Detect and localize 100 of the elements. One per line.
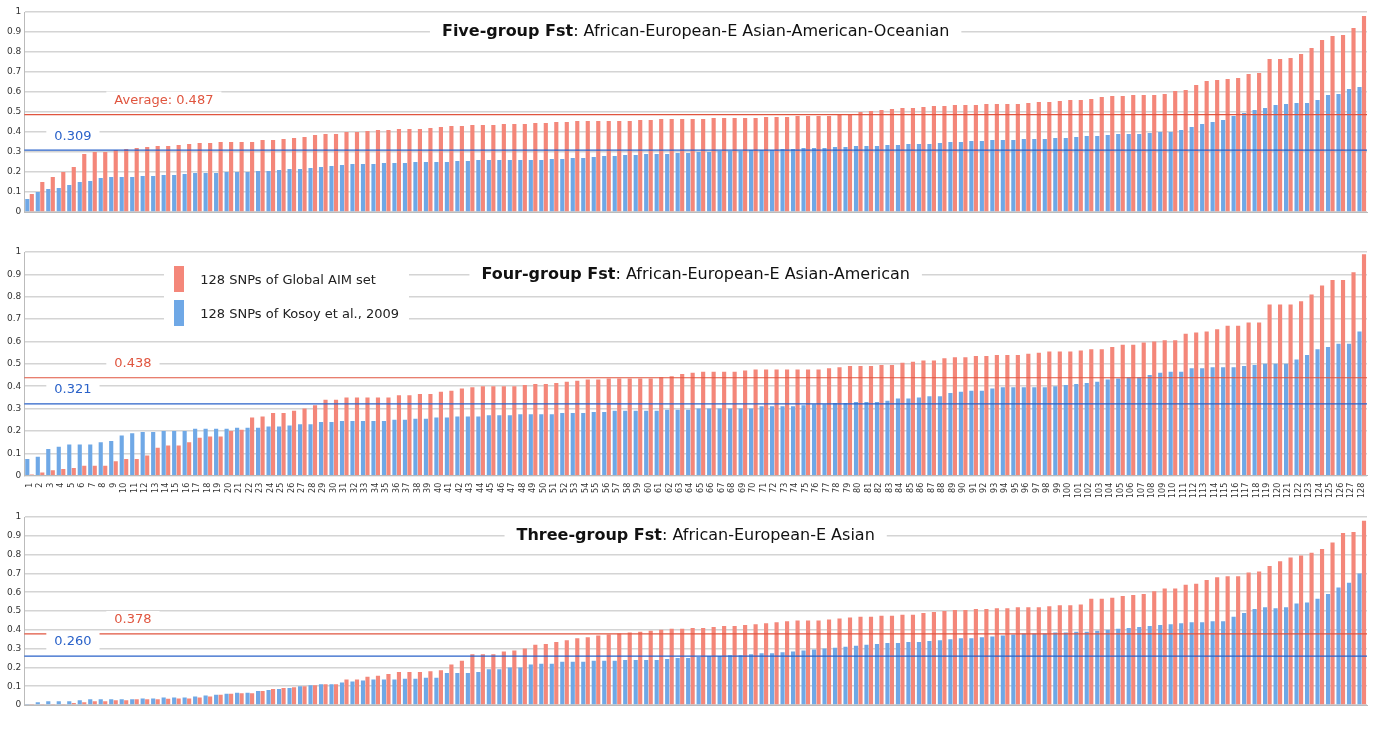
bar	[648, 120, 653, 212]
bar	[659, 377, 664, 475]
bar	[428, 671, 433, 705]
x-tick-label: 55	[591, 482, 601, 493]
bar	[1204, 331, 1209, 475]
y-tick-label: 1	[15, 6, 22, 17]
x-tick-label: 72	[769, 482, 779, 493]
bar	[281, 413, 286, 475]
x-tick-label: 102	[1084, 482, 1094, 499]
bar	[1288, 557, 1293, 705]
bar	[145, 699, 150, 705]
bar	[444, 417, 449, 475]
bar	[1336, 94, 1341, 212]
bar	[40, 182, 45, 212]
bar	[906, 144, 911, 212]
ref-line-label: 0.321	[54, 381, 92, 397]
bar	[910, 361, 916, 475]
bar	[549, 663, 554, 705]
x-tick-label: 29	[318, 482, 328, 493]
bar	[675, 153, 680, 212]
bar	[539, 160, 544, 212]
x-tick-label: 66	[706, 482, 716, 493]
bar	[1095, 381, 1100, 475]
x-tick-label: 115	[1220, 482, 1230, 499]
bar	[1309, 48, 1314, 212]
bar	[606, 121, 611, 212]
bar	[937, 396, 942, 475]
bar	[224, 428, 229, 475]
bar	[795, 116, 800, 212]
x-tick-label: 35	[381, 482, 391, 493]
bar	[1042, 387, 1047, 475]
y-tick-label: 0	[15, 206, 22, 217]
bar	[134, 458, 139, 475]
bar	[124, 149, 129, 212]
bar	[61, 172, 66, 212]
x-tick-label: 67	[716, 482, 726, 493]
bar	[88, 181, 93, 212]
x-tick-label: 70	[748, 482, 758, 493]
x-tick-label: 98	[1042, 482, 1052, 493]
bar	[365, 676, 370, 705]
bar	[1325, 594, 1331, 705]
bar	[522, 648, 527, 705]
bar	[444, 162, 449, 212]
bar	[109, 177, 114, 212]
bar	[638, 631, 643, 705]
bar	[948, 392, 953, 475]
bar	[895, 642, 901, 705]
bar	[82, 154, 87, 212]
bar	[1137, 377, 1142, 475]
bar	[1288, 58, 1293, 212]
bar	[413, 678, 418, 705]
bar	[701, 371, 706, 475]
bar	[990, 140, 995, 212]
bar	[1152, 95, 1157, 212]
bar	[1284, 363, 1289, 475]
bar	[308, 424, 313, 475]
bar	[805, 620, 811, 705]
bar	[549, 159, 554, 212]
bar	[103, 152, 108, 212]
bar	[680, 373, 685, 475]
bar	[958, 142, 963, 212]
bar	[1005, 608, 1010, 705]
bar	[1225, 576, 1230, 705]
bar	[1357, 331, 1362, 475]
bar	[386, 673, 391, 705]
bar	[738, 408, 743, 475]
x-tick-label: 87	[926, 482, 936, 493]
bar	[868, 616, 874, 705]
bar	[1074, 137, 1079, 212]
bar	[271, 413, 276, 475]
x-tick-label: 113	[1199, 482, 1209, 499]
x-tick-label: 51	[549, 482, 559, 493]
bar	[648, 630, 653, 705]
x-tick-label: 23	[255, 482, 265, 493]
bar	[1168, 132, 1173, 212]
x-tick-label: 3	[45, 482, 55, 488]
ref-line-label: 0.438	[114, 355, 152, 371]
bar	[182, 430, 187, 475]
text: Three-group Fst: African-European-E Asian	[516, 524, 875, 544]
bar	[707, 656, 712, 705]
bar	[1126, 627, 1131, 705]
bar	[333, 134, 339, 212]
bar	[1162, 340, 1167, 475]
bar	[25, 458, 30, 475]
bar	[690, 119, 695, 212]
x-tick-label: 30	[328, 482, 338, 493]
bar	[281, 139, 286, 212]
bar	[497, 160, 502, 212]
bar	[921, 107, 926, 212]
bar	[250, 142, 255, 212]
bar	[239, 429, 244, 475]
text: Five-group Fst: African-European-E Asian-American-Oceanian	[441, 21, 950, 41]
bar	[1361, 520, 1367, 705]
bar	[864, 401, 869, 475]
bar	[843, 147, 848, 212]
bar	[1194, 332, 1199, 475]
bar	[50, 177, 55, 212]
bar	[35, 456, 40, 475]
bar	[271, 689, 276, 705]
bar	[260, 690, 265, 705]
